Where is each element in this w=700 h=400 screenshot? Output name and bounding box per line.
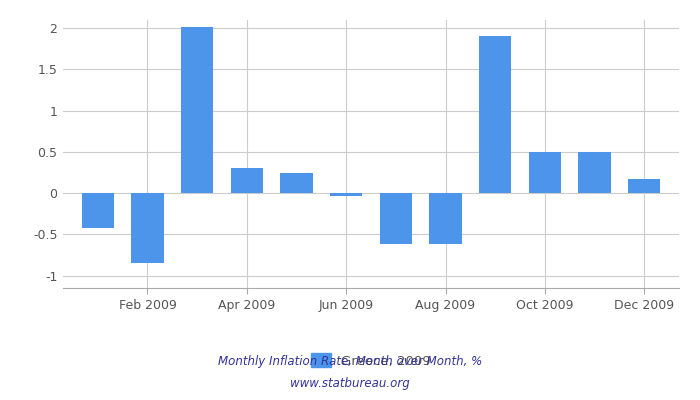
- Bar: [528, 152, 561, 193]
- Text: www.statbureau.org: www.statbureau.org: [290, 378, 410, 390]
- Bar: [82, 193, 114, 228]
- Text: Monthly Inflation Rate, Month over Month, %: Monthly Inflation Rate, Month over Month…: [218, 356, 482, 368]
- Bar: [479, 36, 511, 193]
- Bar: [578, 152, 610, 193]
- Bar: [330, 193, 363, 196]
- Legend: Greece, 2009: Greece, 2009: [306, 348, 436, 373]
- Bar: [231, 168, 263, 193]
- Bar: [132, 193, 164, 263]
- Bar: [429, 193, 462, 244]
- Bar: [181, 28, 214, 193]
- Bar: [379, 193, 412, 244]
- Bar: [628, 179, 660, 193]
- Bar: [280, 173, 313, 193]
